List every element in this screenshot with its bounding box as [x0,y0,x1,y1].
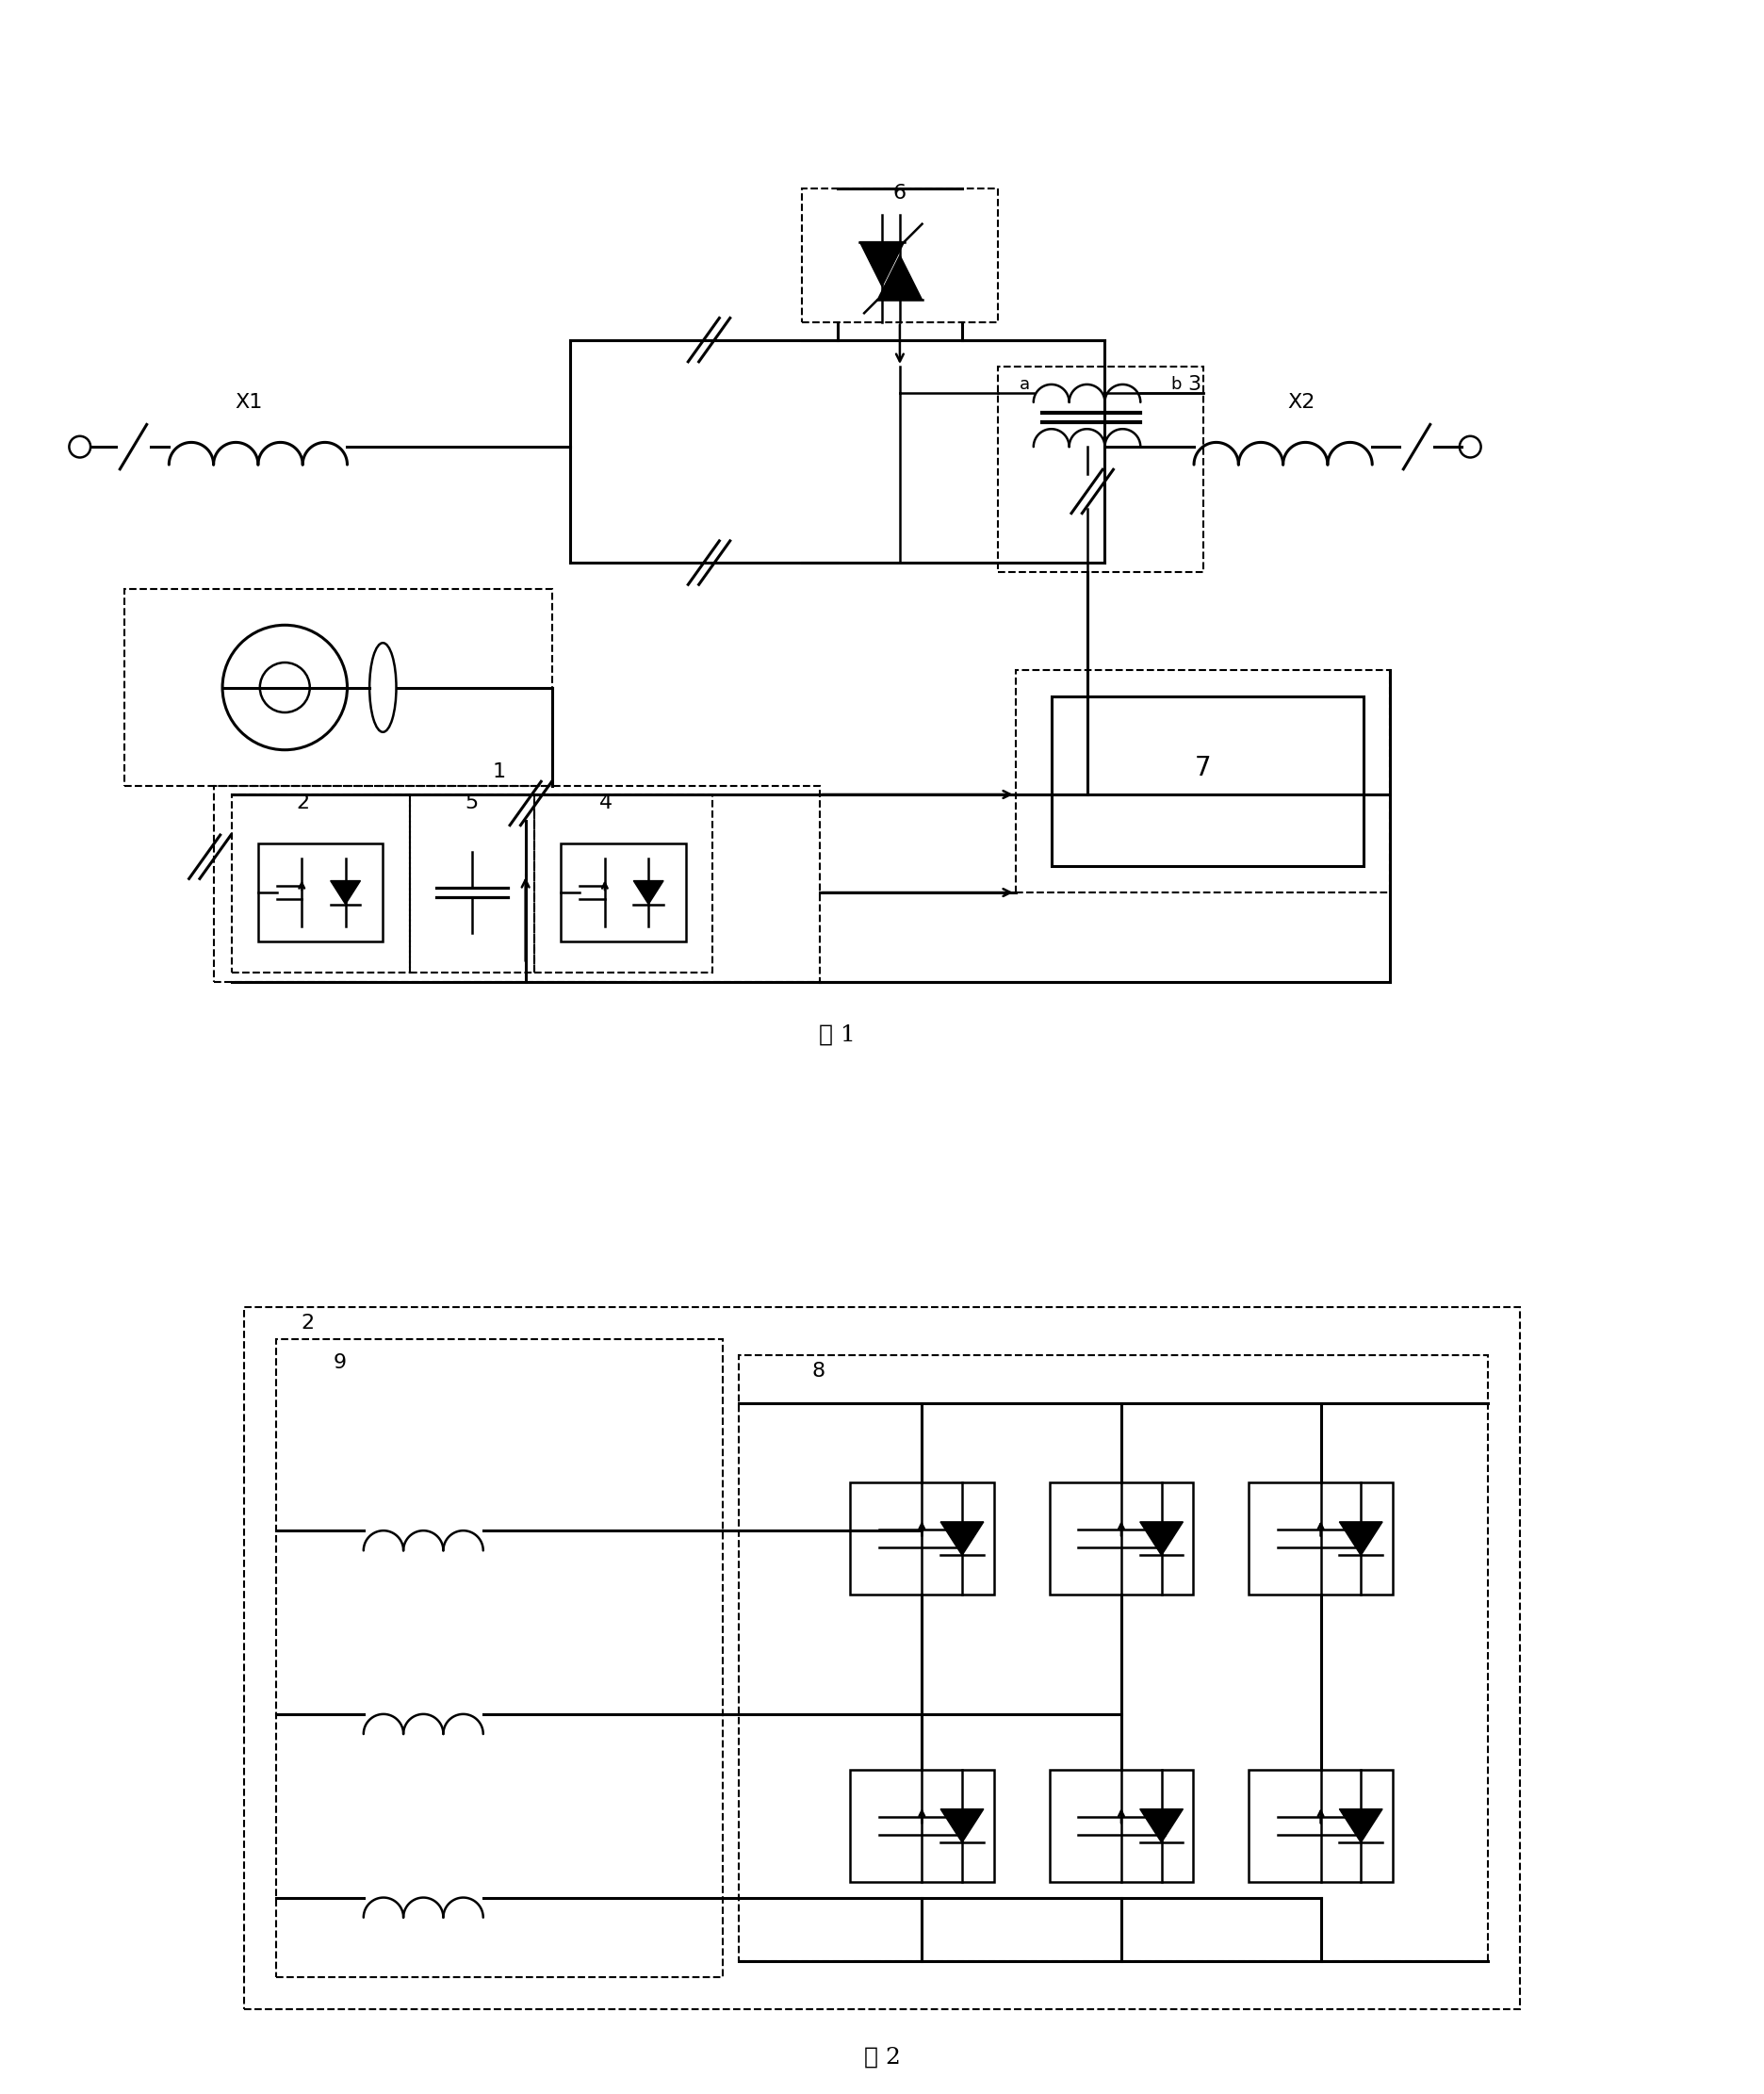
Text: 2: 2 [302,1313,314,1332]
Bar [561,844,686,942]
Bar [850,1483,993,1594]
Polygon shape [1140,1809,1184,1843]
Bar [1249,1483,1392,1594]
Bar [213,785,820,982]
Text: 9: 9 [333,1353,346,1372]
Bar [125,588,552,785]
Bar [1051,697,1364,865]
Polygon shape [633,882,663,905]
Bar [803,188,998,322]
Text: 4: 4 [600,794,612,812]
Bar [534,794,713,974]
Bar [258,844,383,942]
Polygon shape [1339,1522,1383,1556]
Bar [1050,1483,1192,1594]
Text: 图 2: 图 2 [864,2046,900,2069]
Text: 图 1: 图 1 [818,1024,856,1047]
Bar [243,1307,1521,2010]
Polygon shape [330,882,360,905]
Polygon shape [1140,1522,1184,1556]
Polygon shape [1339,1809,1383,1843]
Polygon shape [940,1809,984,1843]
Text: 3: 3 [1187,375,1201,394]
Bar [998,366,1203,572]
Bar [409,794,534,974]
Text: X2: X2 [1288,394,1314,413]
Bar [1249,1769,1392,1883]
Text: 6: 6 [893,184,907,203]
Bar [231,794,409,974]
Text: 5: 5 [466,794,478,812]
Bar [1016,670,1390,892]
Text: a: a [1020,377,1030,394]
Bar [739,1355,1489,1962]
Polygon shape [877,255,923,299]
Text: b: b [1171,377,1182,394]
Bar [1050,1769,1192,1883]
Polygon shape [940,1522,984,1556]
Bar [275,1340,723,1977]
Text: 8: 8 [811,1361,826,1380]
Text: X1: X1 [235,394,263,413]
Bar [850,1769,993,1883]
Text: 7: 7 [1194,754,1212,781]
Text: 2: 2 [296,794,309,812]
Text: 1: 1 [492,762,506,781]
Polygon shape [859,241,905,287]
